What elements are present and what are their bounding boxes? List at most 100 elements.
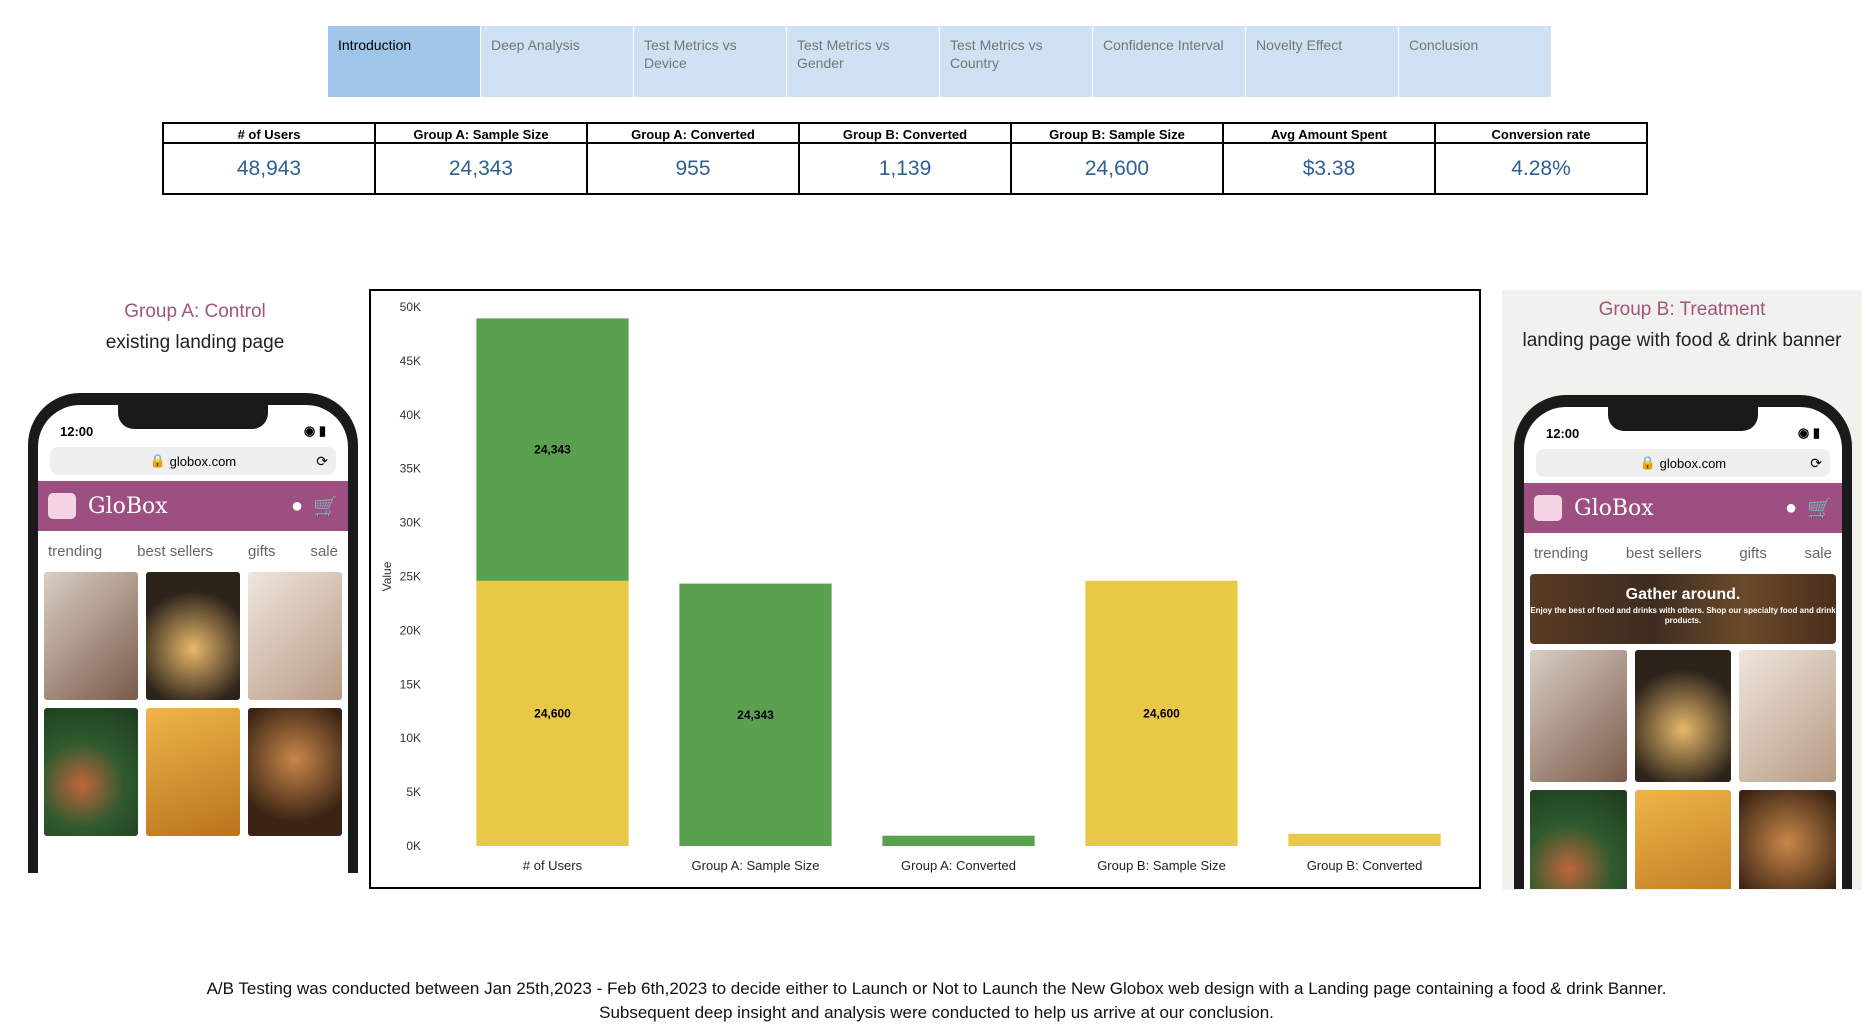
bar-data-label: 24,343: [737, 708, 774, 722]
phone-screen: 12:00 ◉ ▮ 🔒 globox.com ⟳ GloBox ● 🛒 tren…: [38, 405, 348, 873]
lock-icon: 🔒: [149, 453, 170, 468]
banner-text: Enjoy the best of food and drinks with o…: [1530, 606, 1836, 625]
group-b-phone-mockup: 12:00 ◉ ▮ 🔒 globox.com ⟳ GloBox ● 🛒 tren…: [1514, 395, 1852, 889]
kpi-header: Group A: Converted: [586, 122, 800, 144]
bar-segment: [1288, 833, 1441, 846]
product-image: [248, 708, 342, 836]
banner-title: Gather around.: [1625, 586, 1741, 603]
chart-canvas: 0K 5K 10K 15K 20K 25K 30K 35K 40K 45K 50K Value 24,6…: [380, 300, 1441, 873]
signal-battery-icon: ◉ ▮: [1797, 425, 1820, 440]
x-tick-label: # of Users: [523, 858, 583, 873]
y-tick-label: 25K: [400, 570, 421, 584]
tab-bar: Introduction Deep Analysis Test Metrics …: [328, 26, 1552, 97]
user-icon: ●: [1785, 496, 1798, 519]
tab-confidence-interval[interactable]: Confidence Interval: [1093, 26, 1245, 97]
url-bar: 🔒 globox.com ⟳: [50, 447, 336, 475]
nav-item: trending: [1534, 545, 1589, 562]
y-tick-label: 45K: [400, 354, 421, 368]
x-tick-label: Group B: Sample Size: [1097, 858, 1226, 873]
kpi-table: # of Users Group A: Sample Size Group A:…: [162, 122, 1648, 195]
kpi-value: 1,139: [798, 142, 1012, 195]
bar-segment: [679, 583, 832, 846]
tab-novelty-effect[interactable]: Novelty Effect: [1246, 26, 1398, 97]
group-a-subtitle: existing landing page: [105, 332, 285, 353]
y-tick-label: 20K: [400, 623, 421, 637]
user-icon: ●: [291, 494, 304, 517]
y-tick-label: 10K: [400, 731, 421, 745]
tab-conclusion[interactable]: Conclusion: [1399, 26, 1551, 97]
nav-item: sale: [310, 543, 338, 560]
brand-bar: GloBox ● 🛒: [38, 481, 348, 531]
tab-introduction[interactable]: Introduction: [328, 26, 480, 97]
shop-nav: trending best sellers gifts sale: [38, 531, 348, 572]
kpi-header-row: # of Users Group A: Sample Size Group A:…: [162, 122, 1648, 144]
footer-line-1: A/B Testing was conducted between Jan 25…: [206, 979, 1667, 998]
globox-logo: [48, 493, 76, 519]
kpi-header: Group B: Sample Size: [1010, 122, 1224, 144]
y-tick-label: 35K: [400, 462, 421, 476]
kpi-value: 24,343: [374, 142, 588, 195]
kpi-header: Avg Amount Spent: [1222, 122, 1436, 144]
bar-data-label: 24,600: [534, 706, 571, 720]
group-a-phone-mockup: 12:00 ◉ ▮ 🔒 globox.com ⟳ GloBox ● 🛒 tren…: [28, 393, 358, 873]
product-image: [44, 572, 138, 700]
product-image: [146, 708, 240, 836]
cart-icon: 🛒: [1807, 497, 1832, 520]
tab-deep-analysis[interactable]: Deep Analysis: [481, 26, 633, 97]
nav-item: gifts: [1739, 545, 1767, 562]
nav-item: gifts: [248, 543, 276, 560]
food-drink-banner: Gather around. Enjoy the best of food an…: [1530, 574, 1836, 644]
globox-logo: [1534, 495, 1562, 521]
signal-battery-icon: ◉ ▮: [303, 423, 326, 438]
y-axis-label: Value: [380, 561, 394, 591]
kpi-value: 955: [586, 142, 800, 195]
product-image: [1739, 650, 1836, 782]
brand-name: GloBox: [88, 493, 168, 519]
url-text: globox.com: [169, 453, 237, 469]
tab-test-metrics-vs-gender[interactable]: Test Metrics vs Gender: [787, 26, 939, 97]
tab-test-metrics-vs-device[interactable]: Test Metrics vs Device: [634, 26, 786, 97]
nav-item: best sellers: [1625, 545, 1702, 562]
lock-icon: 🔒: [1639, 455, 1660, 470]
kpi-value: 48,943: [162, 142, 376, 195]
x-tick-label: Group B: Converted: [1307, 858, 1423, 873]
product-image: [1634, 650, 1732, 782]
tab-test-metrics-vs-country[interactable]: Test Metrics vs Country: [940, 26, 1092, 97]
kpi-header: Group B: Converted: [798, 122, 1012, 144]
bar-data-label: 24,343: [534, 443, 571, 457]
product-image: [1739, 790, 1836, 889]
bar-segment: [476, 580, 629, 846]
reload-icon: ⟳: [316, 452, 328, 469]
stacked-bar-chart: 0K 5K 10K 15K 20K 25K 30K 35K 40K 45K 50K Value 24,6…: [369, 289, 1481, 889]
status-bar: 12:00 ◉ ▮: [38, 405, 348, 443]
bar-segment: [476, 318, 629, 581]
product-image: [1530, 790, 1627, 889]
phone-screen: 12:00 ◉ ▮ 🔒 globox.com ⟳ GloBox ● 🛒 tren…: [1524, 407, 1842, 889]
footer-line-2: Subsequent deep insight and analysis wer…: [599, 1003, 1274, 1022]
y-tick-label: 40K: [400, 408, 421, 422]
product-grid: [1524, 650, 1842, 889]
bar-segment: [882, 835, 1035, 846]
bar-segment: [1085, 580, 1238, 846]
y-tick-label: 30K: [400, 516, 421, 530]
product-grid: [38, 572, 348, 836]
product-image: [146, 572, 240, 700]
nav-item: trending: [48, 543, 103, 560]
bar-data-label: 24,600: [1143, 706, 1180, 720]
kpi-value: 24,600: [1010, 142, 1224, 195]
y-tick-label: 5K: [406, 785, 421, 799]
product-image: [248, 572, 342, 700]
group-b-subtitle: landing page with food & drink banner: [1522, 330, 1842, 351]
group-b-title: Group B: Treatment: [1598, 299, 1766, 320]
kpi-value: 4.28%: [1434, 142, 1648, 195]
cart-icon: 🛒: [313, 495, 338, 518]
status-time: 12:00: [1546, 426, 1580, 441]
x-tick-label: Group A: Sample Size: [692, 858, 820, 873]
footer-note: A/B Testing was conducted between Jan 25…: [0, 977, 1873, 1025]
nav-item: sale: [1804, 545, 1832, 562]
reload-icon: ⟳: [1810, 454, 1822, 471]
kpi-header: Conversion rate: [1434, 122, 1648, 144]
nav-item: best sellers: [137, 543, 214, 560]
product-image: [1634, 790, 1732, 889]
kpi-header: Group A: Sample Size: [374, 122, 588, 144]
